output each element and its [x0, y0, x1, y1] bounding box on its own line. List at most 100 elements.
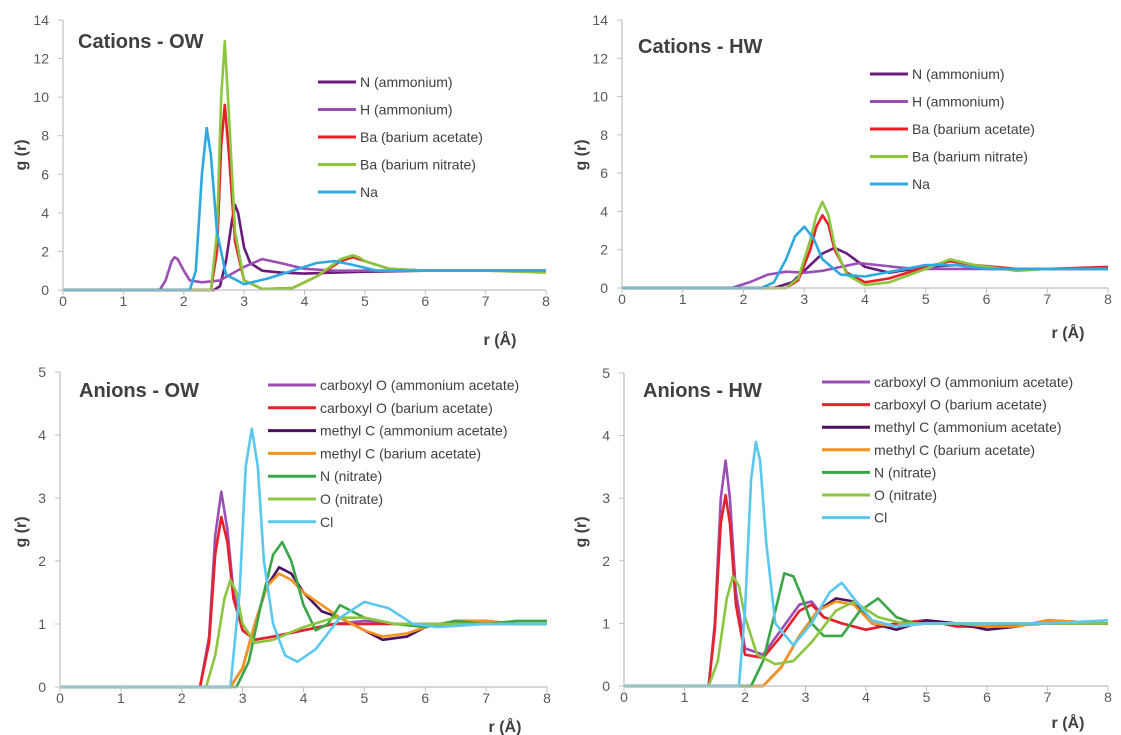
series-line-3 [63, 39, 547, 292]
legend-label-3: methyl C (barium acetate) [320, 445, 481, 461]
y-tick-label: 1 [38, 616, 46, 632]
x-tick-label: 5 [923, 689, 931, 705]
x-tick-label: 1 [117, 690, 125, 706]
chart-title: Anions - OW [79, 380, 199, 402]
legend-label-6: Cl [874, 510, 887, 526]
x-tick-label: 0 [56, 690, 64, 706]
y-tick-label: 2 [600, 242, 608, 258]
x-tick-label: 1 [679, 291, 687, 307]
y-tick-label: 4 [600, 203, 608, 219]
x-tick-label: 8 [542, 293, 550, 309]
x-tick-label: 2 [178, 690, 186, 706]
series-line-3 [624, 600, 1109, 688]
legend-label-4: Na [360, 184, 378, 200]
legend-label-3: Ba (barium nitrate) [360, 157, 476, 173]
y-tick-label: 6 [600, 165, 608, 181]
x-tick-label: 7 [1043, 291, 1051, 307]
series-line-5 [60, 578, 547, 689]
x-tick-label: 4 [861, 291, 869, 307]
chart-title: Cations - OW [78, 31, 204, 53]
legend-label-1: carboxyl O (barium acetate) [320, 400, 493, 416]
chart-anions-ow: 0 1 2 3 4 5 6 7 8 0 1 2 3 4 5 Anions - OW r (Å) g (r) carb… [13, 364, 551, 735]
y-tick-label: 12 [33, 51, 49, 67]
chart-anions-hw: 0 1 2 3 4 5 6 7 8 0 1 2 3 4 5 Anions - HW r (Å) g (r) carb… [573, 365, 1112, 732]
x-tick-label: 6 [421, 690, 429, 706]
x-tick-label: 8 [1104, 291, 1112, 307]
x-tick-label: 8 [1104, 689, 1112, 705]
x-tick-label: 0 [59, 293, 67, 309]
x-tick-label: 1 [119, 293, 127, 309]
series-line-3 [622, 200, 1108, 290]
y-tick-label: 2 [41, 243, 49, 259]
x-tick-label: 0 [618, 291, 626, 307]
x-tick-label: 3 [240, 293, 248, 309]
y-tick-label: 2 [602, 553, 610, 569]
series-line-1 [63, 255, 546, 292]
x-tick-label: 4 [862, 689, 870, 705]
x-tick-label: 2 [740, 291, 748, 307]
y-tick-label: 3 [38, 490, 46, 506]
legend-label-4: N (nitrate) [320, 468, 382, 484]
y-axis-title: g (r) [13, 516, 30, 547]
legend-label-0: N (ammonium) [360, 74, 453, 90]
y-tick-label: 12 [592, 50, 608, 66]
x-tick-label: 2 [180, 293, 188, 309]
y-tick-label: 8 [600, 127, 608, 143]
series-line-4 [622, 225, 1108, 290]
y-axis-title: g (r) [13, 139, 30, 170]
legend-label-3: methyl C (barium acetate) [874, 442, 1035, 458]
legend-label-1: H (ammonium) [912, 94, 1005, 110]
y-tick-label: 14 [33, 12, 49, 28]
y-axis-title: g (r) [573, 516, 590, 547]
x-tick-label: 5 [361, 293, 369, 309]
y-tick-label: 5 [602, 365, 610, 381]
legend-label-1: carboxyl O (barium acetate) [874, 397, 1047, 413]
series-line-0 [63, 203, 546, 292]
legend-label-2: methyl C (ammonium acetate) [874, 419, 1062, 435]
y-tick-label: 14 [592, 12, 608, 28]
y-tick-label: 0 [41, 282, 49, 298]
y-tick-label: 4 [602, 428, 610, 444]
legend-label-1: H (ammonium) [360, 102, 453, 118]
series-line-4 [60, 540, 547, 689]
x-tick-label: 0 [620, 689, 628, 705]
legend-label-5: O (nitrate) [320, 491, 383, 507]
x-tick-label: 6 [421, 293, 429, 309]
legend-label-0: carboxyl O (ammonium acetate) [874, 374, 1073, 390]
x-axis-title: r (Å) [1052, 713, 1085, 732]
legend-label-5: O (nitrate) [874, 487, 937, 503]
legend-label-3: Ba (barium nitrate) [912, 149, 1028, 165]
x-tick-label: 5 [922, 291, 930, 307]
y-tick-label: 10 [592, 89, 608, 105]
series-line-4 [63, 126, 546, 292]
series-line-5 [624, 575, 1108, 688]
y-tick-label: 4 [38, 427, 46, 443]
x-tick-label: 4 [300, 690, 308, 706]
x-tick-label: 7 [1044, 689, 1052, 705]
legend-label-4: N (nitrate) [874, 464, 936, 480]
chart-title: Cations - HW [638, 36, 763, 58]
y-tick-label: 4 [41, 205, 49, 221]
x-tick-label: 7 [482, 690, 490, 706]
legend-label-0: N (ammonium) [912, 66, 1005, 82]
y-tick-label: 1 [602, 615, 610, 631]
x-tick-label: 4 [301, 293, 309, 309]
y-tick-label: 0 [38, 679, 46, 695]
legend-label-2: Ba (barium acetate) [912, 121, 1035, 137]
x-axis-title: r (Å) [484, 330, 517, 349]
y-tick-label: 0 [602, 678, 610, 694]
x-tick-label: 2 [741, 689, 749, 705]
x-axis-title: r (Å) [489, 717, 522, 735]
x-tick-label: 6 [983, 291, 991, 307]
x-tick-label: 6 [983, 689, 991, 705]
x-tick-label: 5 [360, 690, 368, 706]
x-tick-label: 3 [800, 291, 808, 307]
y-tick-label: 5 [38, 364, 46, 380]
x-tick-label: 7 [482, 293, 490, 309]
y-tick-label: 8 [41, 128, 49, 144]
y-tick-label: 2 [38, 553, 46, 569]
y-tick-label: 0 [600, 280, 608, 296]
chart-title: Anions - HW [643, 380, 762, 402]
x-tick-label: 3 [802, 689, 810, 705]
